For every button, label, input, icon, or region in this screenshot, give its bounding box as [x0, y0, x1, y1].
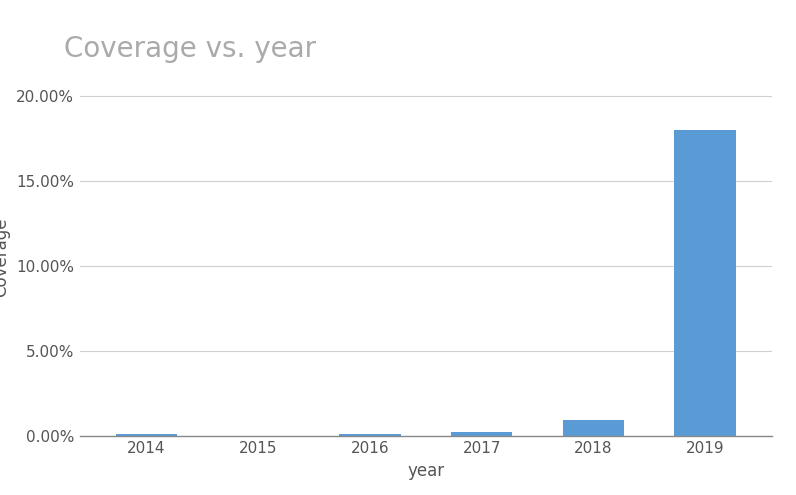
X-axis label: year: year	[408, 462, 444, 480]
Y-axis label: Coverage: Coverage	[0, 218, 10, 297]
Bar	[116, 434, 178, 436]
Text: Coverage vs. year: Coverage vs. year	[64, 35, 316, 63]
Bar	[339, 435, 400, 436]
Bar	[563, 420, 624, 436]
Bar	[674, 130, 736, 436]
Bar	[451, 432, 513, 436]
